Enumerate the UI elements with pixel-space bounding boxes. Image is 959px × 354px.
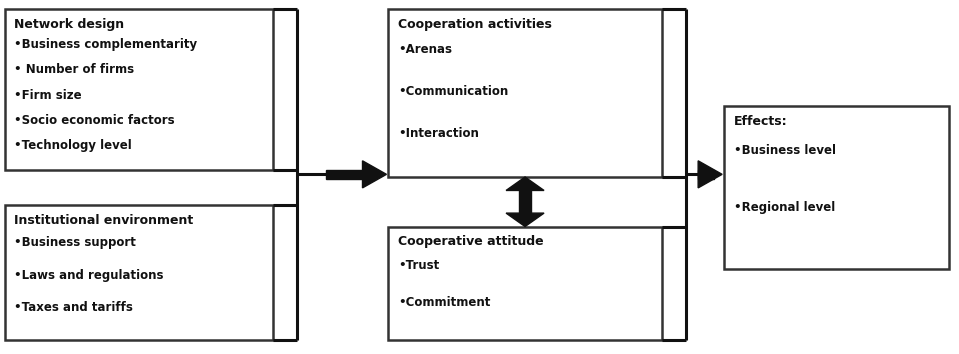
FancyBboxPatch shape — [5, 9, 273, 170]
Text: • Number of firms: • Number of firms — [14, 63, 134, 76]
FancyBboxPatch shape — [5, 205, 273, 340]
Text: Cooperation activities: Cooperation activities — [398, 18, 551, 31]
Text: •Taxes and tariffs: •Taxes and tariffs — [14, 301, 133, 314]
Text: •Arenas: •Arenas — [398, 43, 452, 56]
Text: Institutional environment: Institutional environment — [14, 214, 194, 227]
Text: •Business level: •Business level — [734, 144, 835, 158]
Text: •Business complementarity: •Business complementarity — [14, 38, 198, 51]
Text: Network design: Network design — [14, 18, 125, 31]
Text: •Trust: •Trust — [398, 259, 439, 272]
Polygon shape — [363, 161, 386, 188]
Polygon shape — [698, 161, 722, 188]
FancyBboxPatch shape — [388, 227, 662, 340]
Text: •Business support: •Business support — [14, 236, 136, 249]
Polygon shape — [506, 177, 544, 190]
FancyBboxPatch shape — [388, 9, 662, 177]
Text: •Socio economic factors: •Socio economic factors — [14, 114, 175, 127]
Polygon shape — [519, 190, 531, 213]
Polygon shape — [506, 213, 544, 227]
Text: Cooperative attitude: Cooperative attitude — [398, 235, 544, 249]
Text: •Communication: •Communication — [398, 85, 508, 98]
Text: Effects:: Effects: — [734, 115, 787, 128]
Text: •Regional level: •Regional level — [734, 201, 835, 214]
Text: •Firm size: •Firm size — [14, 88, 82, 102]
Polygon shape — [698, 170, 714, 179]
Text: •Laws and regulations: •Laws and regulations — [14, 269, 164, 282]
FancyBboxPatch shape — [724, 106, 949, 269]
Polygon shape — [326, 170, 363, 179]
Text: •Technology level: •Technology level — [14, 139, 132, 153]
Text: •Interaction: •Interaction — [398, 127, 479, 139]
Text: •Commitment: •Commitment — [398, 296, 490, 309]
